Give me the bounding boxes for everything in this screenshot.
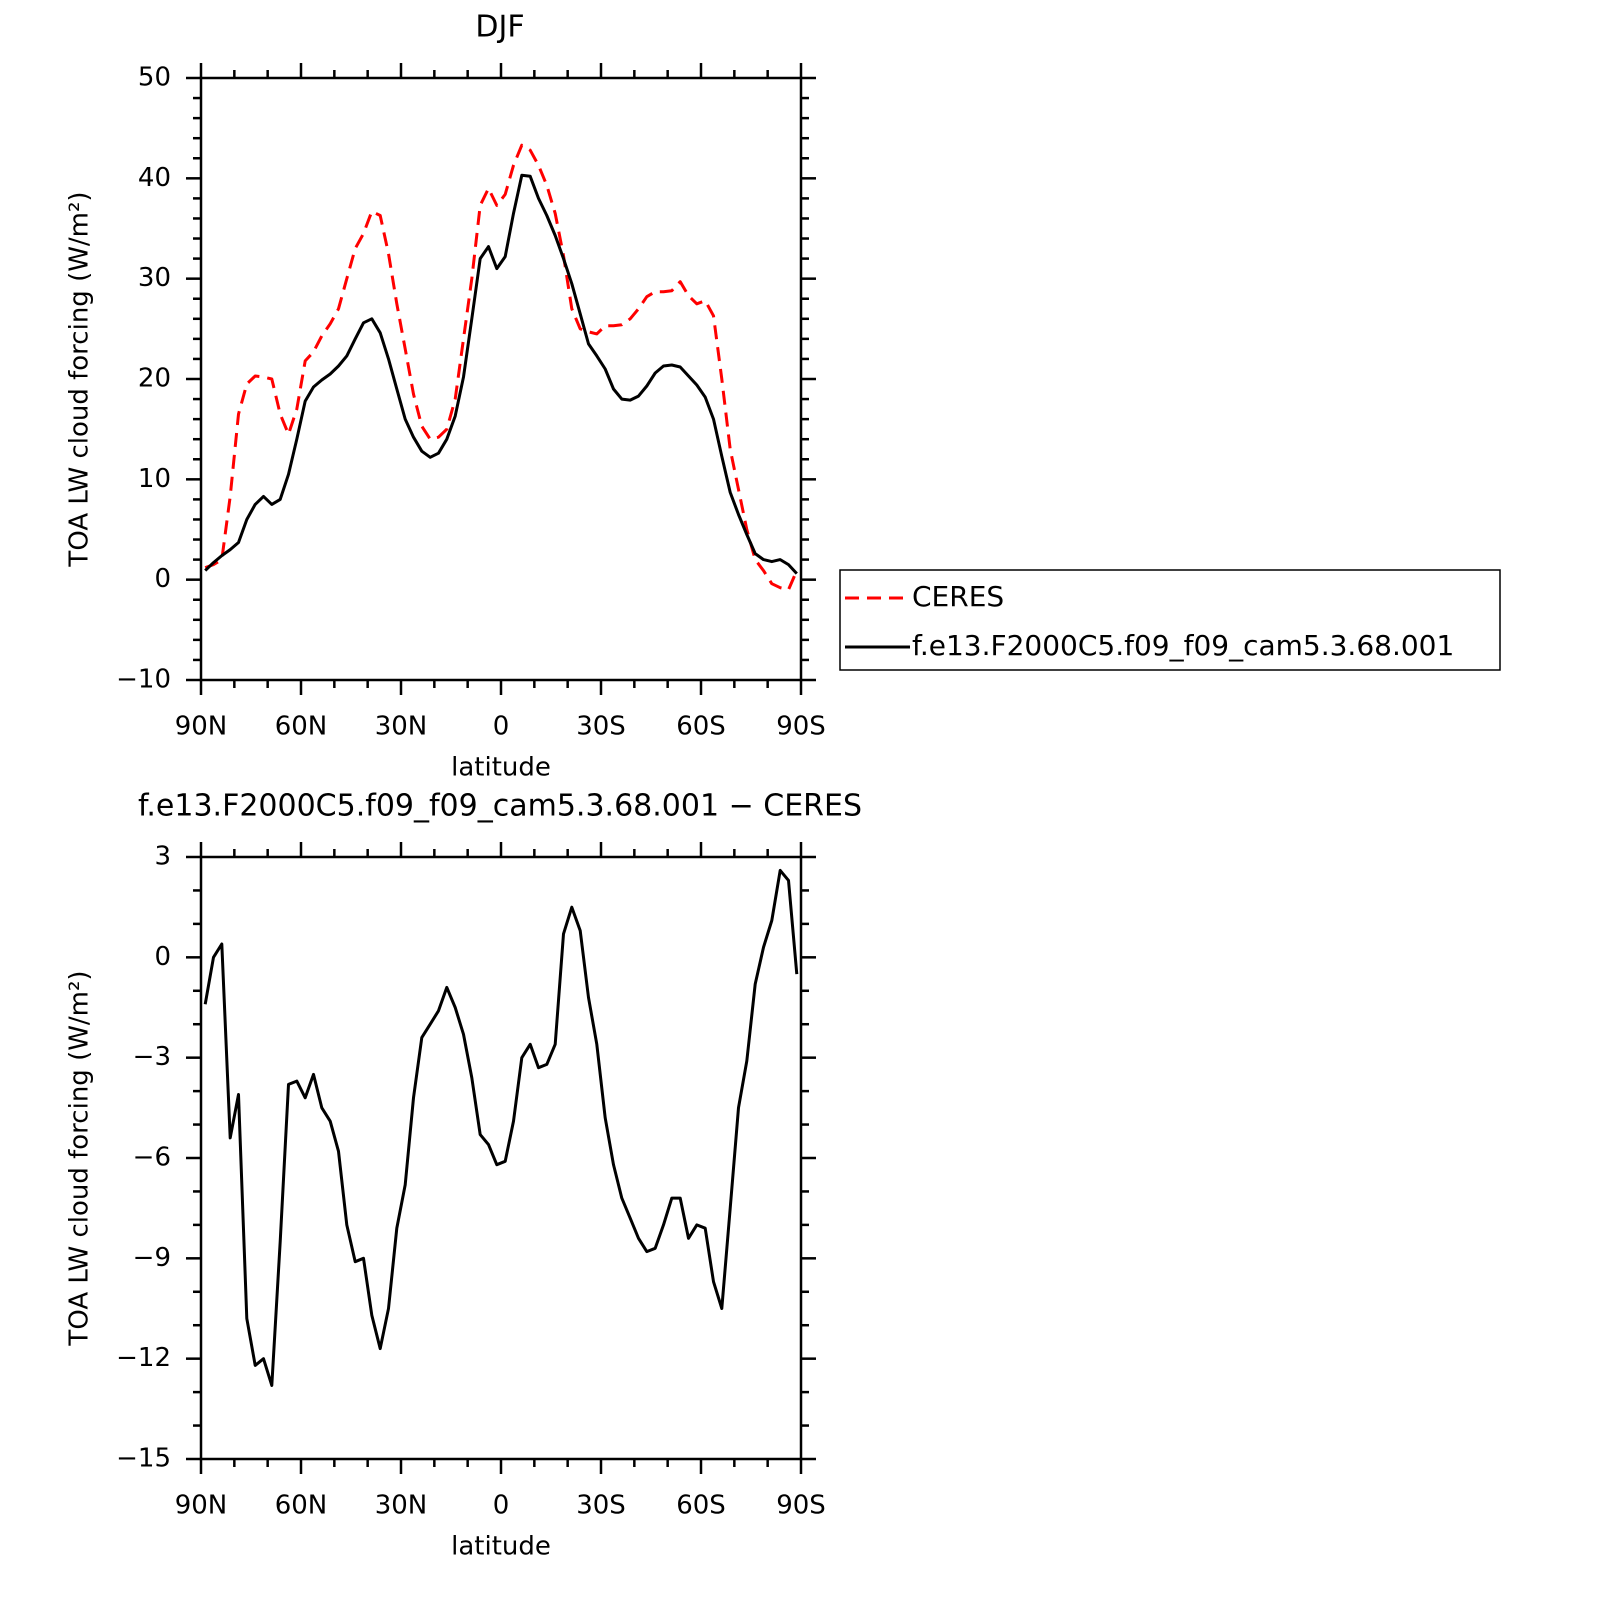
y-tick-label: 20 (138, 364, 171, 394)
y-axis-label: TOA LW cloud forcing (W/m²) (65, 970, 95, 1346)
y-tick-label: −6 (133, 1143, 171, 1173)
plot-frame (199, 76, 803, 682)
y-tick-label: 50 (138, 63, 171, 93)
x-tick-label: 30S (576, 1491, 626, 1521)
y-tick-label: 10 (138, 464, 171, 494)
data-line (203, 868, 799, 1387)
y-tick-label: −12 (116, 1343, 171, 1373)
y-tick-label: 0 (154, 942, 171, 972)
x-tick-label: 90N (175, 712, 228, 742)
y-tick-label: −10 (116, 665, 171, 695)
legend-box (839, 569, 1501, 671)
data-line (204, 143, 799, 592)
y-axis-label: TOA LW cloud forcing (W/m²) (65, 191, 95, 567)
data-line (204, 173, 798, 575)
x-tick-label: 90S (776, 1491, 826, 1521)
chart-title: f.e13.F2000C5.f09_f09_cam5.3.68.001 − CE… (138, 789, 862, 824)
x-tick-label: 60S (676, 712, 726, 742)
y-tick-label: 0 (154, 564, 171, 594)
legend-label: f.e13.F2000C5.f09_f09_cam5.3.68.001 (912, 629, 1454, 662)
chart-title: DJF (475, 10, 524, 45)
legend-label: CERES (912, 580, 1004, 613)
y-tick-label: 30 (138, 263, 171, 293)
y-tick-label: −9 (133, 1243, 171, 1273)
x-tick-label: 30S (576, 712, 626, 742)
x-tick-label: 0 (493, 712, 510, 742)
x-axis-label: latitude (451, 1532, 551, 1562)
y-tick-label: 40 (138, 163, 171, 193)
y-tick-label: −15 (116, 1444, 171, 1474)
x-tick-label: 60S (676, 1491, 726, 1521)
x-tick-label: 30N (375, 1491, 428, 1521)
x-axis-label: latitude (451, 753, 551, 783)
x-tick-label: 30N (375, 712, 428, 742)
y-tick-label: −3 (133, 1042, 171, 1072)
plot-frame (199, 855, 803, 1461)
x-tick-label: 60N (275, 1491, 328, 1521)
y-tick-label: 3 (154, 842, 171, 872)
x-tick-label: 90S (776, 712, 826, 742)
x-tick-label: 60N (275, 712, 328, 742)
x-tick-label: 90N (175, 1491, 228, 1521)
x-tick-label: 0 (493, 1491, 510, 1521)
